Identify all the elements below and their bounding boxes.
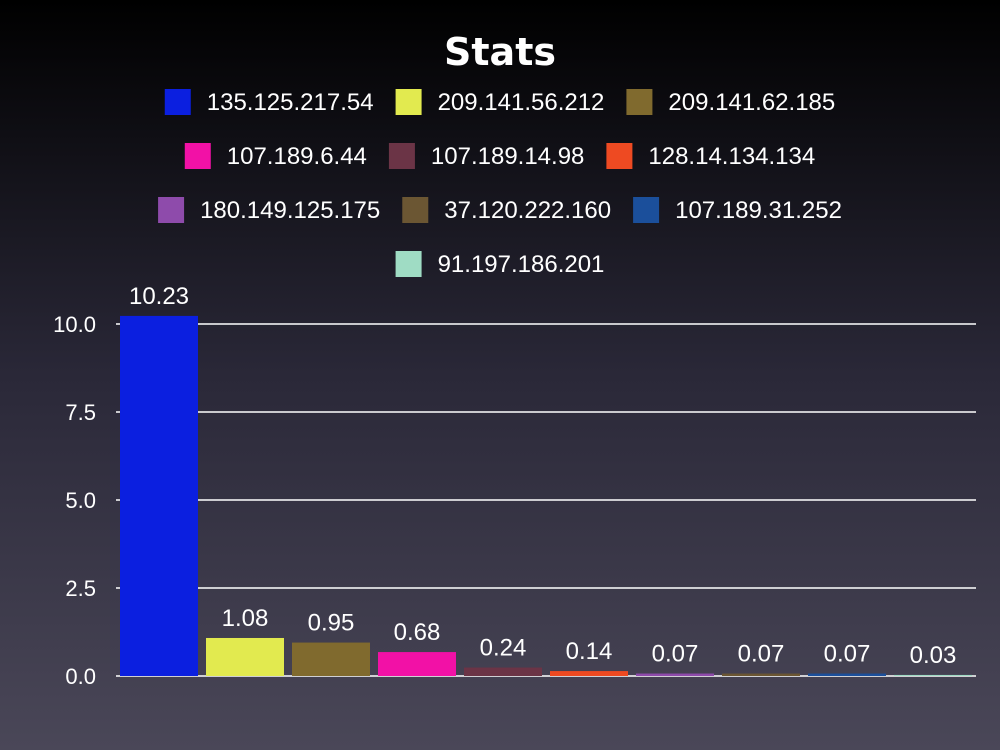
legend-swatch [184,143,211,169]
y-tick-label: 2.5 [65,576,96,601]
legend-item: 107.189.6.44 [184,143,367,170]
legend-label: 37.120.222.160 [444,197,611,224]
y-axis: 0.0 2.5 5.0 7.5 10.0 [53,312,96,689]
legend-swatch [395,89,422,115]
bar [464,667,542,676]
legend-swatch [388,143,415,169]
legend-item: 209.141.56.212 [395,89,605,116]
bar [894,674,972,676]
legend: 135.125.217.54 209.141.56.212 209.141.62.1… [158,89,842,278]
legend-label: 135.125.217.54 [207,89,374,116]
bar [722,673,800,676]
legend-item: 128.14.134.134 [606,143,815,170]
legend-swatch [402,197,429,223]
bar [206,637,284,676]
legend-item: 180.149.125.175 [158,197,380,224]
legend-swatch [395,251,422,277]
data-labels: 10.23 1.08 0.95 0.68 0.24 0.14 0.07 0.07 0.07 0.0… [129,283,956,669]
legend-item: 107.189.14.98 [388,143,584,170]
chart-title: Stats [444,30,556,74]
legend-swatch [606,143,633,169]
legend-swatch [633,197,660,223]
legend-label: 107.189.31.252 [675,197,842,224]
legend-item: 37.120.222.160 [402,197,611,224]
legend-label: 128.14.134.134 [648,143,815,170]
legend-label: 209.141.56.212 [438,89,605,116]
legend-label: 209.141.62.185 [668,89,835,116]
data-label: 0.68 [394,619,441,646]
y-tick-label: 0.0 [65,664,96,689]
bar [636,673,714,676]
data-label: 0.07 [652,641,699,668]
data-label: 0.24 [480,635,527,662]
legend-item: 91.197.186.201 [395,251,605,278]
legend-label: 107.189.6.44 [227,143,367,170]
legend-swatch [158,197,185,223]
bar [550,671,628,676]
y-tick-label: 5.0 [65,488,96,513]
legend-swatch [626,89,653,115]
bar [378,652,456,676]
legend-label: 180.149.125.175 [200,197,380,224]
bars [120,315,972,676]
y-tick-label: 7.5 [65,400,96,425]
bar [808,673,886,676]
data-label: 1.08 [222,605,269,632]
y-tick-label: 10.0 [53,312,96,337]
legend-label: 107.189.14.98 [431,143,584,170]
data-label: 0.07 [738,641,785,668]
legend-item: 135.125.217.54 [164,89,374,116]
data-label: 0.14 [566,638,613,665]
legend-label: 91.197.186.201 [438,251,605,278]
legend-item: 107.189.31.252 [633,197,842,224]
data-label: 0.95 [308,610,355,637]
legend-swatch [164,89,191,115]
data-label: 10.23 [129,283,189,310]
bar [120,315,198,676]
data-label: 0.07 [824,641,871,668]
legend-item: 209.141.62.185 [626,89,835,116]
bar [292,642,370,676]
data-label: 0.03 [910,642,957,669]
